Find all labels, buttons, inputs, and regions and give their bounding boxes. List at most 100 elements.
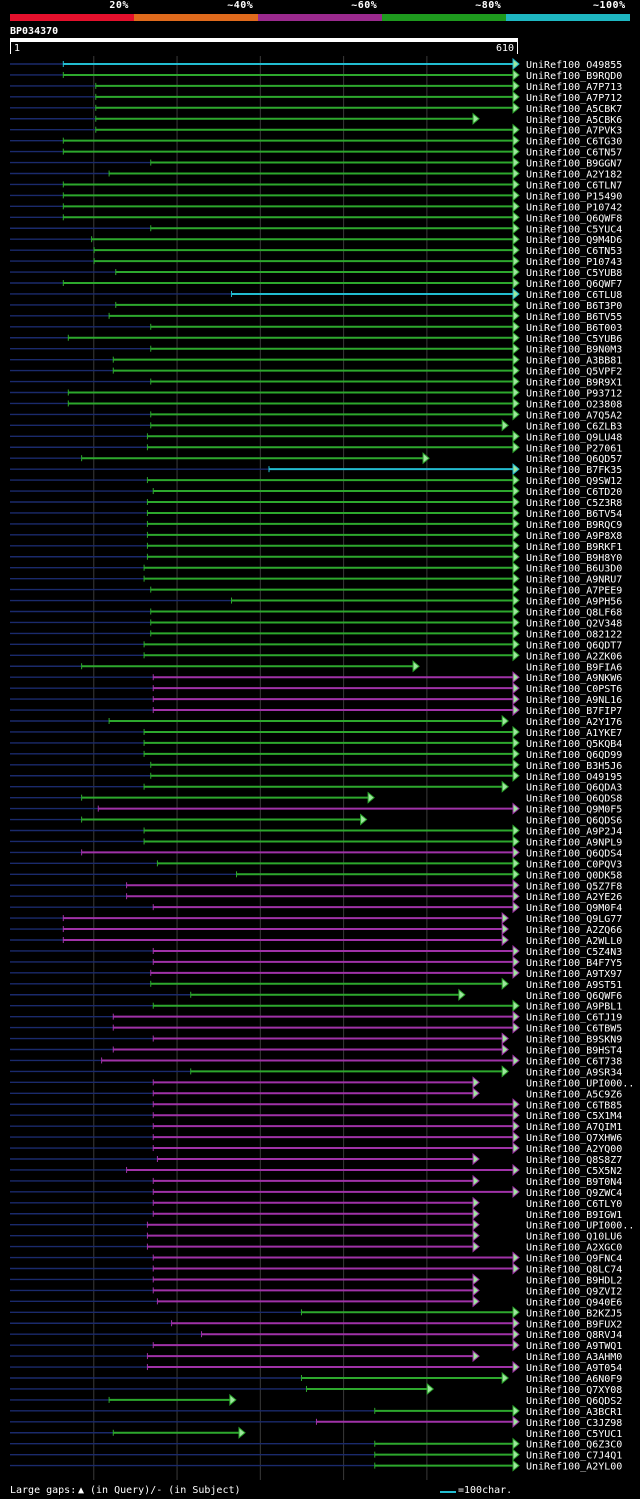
hit-label[interactable]: UniRef100_A5CBK6 [526,115,622,126]
hit-label[interactable]: UniRef100_C5YUB8 [526,268,622,279]
hit-row[interactable]: UniRef100_O82122 [10,627,622,640]
hit-label[interactable]: UniRef100_Q0DK58 [526,870,622,881]
hit-row[interactable]: UniRef100_A7Q5A2 [10,408,622,421]
hit-row[interactable]: UniRef100_A7P713 [10,79,622,93]
hit-label[interactable]: UniRef100_B9RQD0 [526,71,622,82]
hit-label[interactable]: UniRef100_A9P8X8 [526,531,622,542]
hit-row[interactable]: UniRef100_Q9LG77 [10,912,622,925]
hit-row[interactable]: UniRef100_A2Y176 [10,714,622,728]
hit-label[interactable]: UniRef100_P10743 [526,257,622,268]
hit-label[interactable]: UniRef100_O49195 [526,772,622,783]
hit-row[interactable]: UniRef100_C5X5N2 [10,1163,622,1177]
hit-row[interactable]: UniRef100_A5CBK6 [10,112,622,126]
hit-row[interactable]: UniRef100_B6T3P0 [10,298,622,312]
hit-row[interactable]: UniRef100_A3BCR1 [10,1404,622,1418]
hit-row[interactable]: UniRef100_Q7XY08 [10,1382,622,1396]
hit-row[interactable]: UniRef100_B9HDL2 [10,1273,622,1286]
hit-label[interactable]: UniRef100_P15490 [526,191,622,202]
hit-label[interactable]: UniRef100_Q9SW12 [526,476,622,487]
hit-label[interactable]: UniRef100_O82122 [526,629,622,640]
hit-label[interactable]: UniRef100_B6T003 [526,323,622,334]
hit-row[interactable]: UniRef100_C6T738 [10,1054,622,1067]
hit-label[interactable]: UniRef100_B6T3P0 [526,301,622,312]
hit-label[interactable]: UniRef100_C6TD20 [526,487,622,498]
hit-label[interactable]: UniRef100_A2ZQ66 [526,925,622,936]
hit-label[interactable]: UniRef100_Q7XHW6 [526,1133,622,1144]
hit-row[interactable]: UniRef100_B6TV55 [10,309,622,323]
hit-label[interactable]: UniRef100_UPI000.. [526,1078,634,1089]
hit-label[interactable]: UniRef100_A2XGC0 [526,1243,622,1254]
hit-label[interactable]: UniRef100_A7PVK3 [526,126,622,137]
hit-label[interactable]: UniRef100_C6TN57 [526,148,622,159]
hit-row[interactable]: UniRef100_Q9ZVI2 [10,1284,622,1297]
hit-label[interactable]: UniRef100_C5Z3R8 [526,498,622,509]
hit-row[interactable]: UniRef100_Q6QDS6 [10,813,622,827]
hit-row[interactable]: UniRef100_A5CBK7 [10,101,622,115]
hit-label[interactable]: UniRef100_A9PH56 [526,597,622,608]
hit-row[interactable]: UniRef100_A7PEE9 [10,583,622,597]
hit-row[interactable]: UniRef100_C6TLU8 [10,287,622,301]
hit-label[interactable]: UniRef100_Q5KQB4 [526,739,622,750]
hit-label[interactable]: UniRef100_Q5Z7F8 [526,881,622,892]
hit-label[interactable]: UniRef100_Q6QDT7 [526,640,622,651]
hit-row[interactable]: UniRef100_C5YUB8 [10,265,622,279]
hit-label[interactable]: UniRef100_B4F7Y5 [526,958,622,969]
hit-row[interactable]: UniRef100_B9HST4 [10,1043,622,1057]
hit-label[interactable]: UniRef100_Q5VPF2 [526,367,622,378]
hit-label[interactable]: UniRef100_Q6QD57 [526,454,622,465]
hit-row[interactable]: UniRef100_B4F7Y5 [10,955,622,969]
hit-row[interactable]: UniRef100_C7J4Q1 [10,1448,622,1462]
hit-row[interactable]: UniRef100_B9GGN7 [10,156,622,170]
hit-row[interactable]: UniRef100_Q6QD57 [10,452,622,465]
hit-row[interactable]: UniRef100_Q6QWF7 [10,276,622,290]
hit-label[interactable]: UniRef100_A9T054 [526,1363,622,1374]
hit-label[interactable]: UniRef100_B9N0M3 [526,345,622,356]
hit-label[interactable]: UniRef100_C6ZLB3 [526,421,622,432]
hit-row[interactable]: UniRef100_P10743 [10,255,622,268]
hit-row[interactable]: UniRef100_Q10LU6 [10,1229,622,1243]
hit-label[interactable]: UniRef100_Q8LF68 [526,608,622,619]
hit-row[interactable]: UniRef100_Q6QDS2 [10,1393,622,1407]
hit-row[interactable]: UniRef100_A7P712 [10,90,622,104]
hit-label[interactable]: UniRef100_B3H5J6 [526,761,622,772]
hit-label[interactable]: UniRef100_C6TG30 [526,137,622,148]
hit-row[interactable]: UniRef100_Q8LC74 [10,1262,622,1276]
hit-row[interactable]: UniRef100_C6TG30 [10,134,622,148]
hit-label[interactable]: UniRef100_C6TBW5 [526,1024,622,1035]
hit-row[interactable]: UniRef100_Q9SW12 [10,474,622,487]
hit-row[interactable]: UniRef100_B9N0M3 [10,342,622,356]
hit-label[interactable]: UniRef100_A7P712 [526,93,622,104]
hit-label[interactable]: UniRef100_P27061 [526,443,622,454]
hit-label[interactable]: UniRef100_A9NPL9 [526,837,622,848]
hit-row[interactable]: UniRef100_A2Y182 [10,167,622,181]
hit-row[interactable]: UniRef100_Q7XHW6 [10,1131,622,1144]
hit-row[interactable]: UniRef100_Q2V348 [10,616,622,629]
hit-row[interactable]: UniRef100_P93712 [10,386,622,400]
hit-row[interactable]: UniRef100_Q9M0F5 [10,802,622,816]
hit-label[interactable]: UniRef100_Q6QDA3 [526,783,622,794]
hit-row[interactable]: UniRef100_C6TLN7 [10,178,622,191]
hit-label[interactable]: UniRef100_B6TV55 [526,312,622,323]
hit-label[interactable]: UniRef100_P10742 [526,202,622,213]
hit-row[interactable]: UniRef100_A9SR34 [10,1065,622,1078]
hit-row[interactable]: UniRef100_A3AHM0 [10,1350,622,1363]
hit-row[interactable]: UniRef100_Q8RVJ4 [10,1328,622,1341]
hit-row[interactable]: UniRef100_C3JZ98 [10,1415,622,1429]
hit-row[interactable]: UniRef100_A9PH56 [10,594,622,608]
hit-label[interactable]: UniRef100_Q6QDS4 [526,848,622,859]
hit-row[interactable]: UniRef100_A2YE26 [10,890,622,903]
hit-label[interactable]: UniRef100_A1YKE7 [526,728,622,739]
hit-row[interactable]: UniRef100_Q6QWF8 [10,211,622,224]
hit-row[interactable]: UniRef100_C5YUC1 [10,1426,622,1440]
hit-row[interactable]: UniRef100_C6TBW5 [10,1021,622,1035]
hit-row[interactable]: UniRef100_O49195 [10,769,622,783]
hit-row[interactable]: UniRef100_P15490 [10,189,622,202]
hit-label[interactable]: UniRef100_A2YE26 [526,892,622,903]
hit-label[interactable]: UniRef100_A9SR34 [526,1067,622,1078]
hit-row[interactable]: UniRef100_Q5Z7F8 [10,879,622,892]
hit-label[interactable]: UniRef100_C5X1M4 [526,1111,622,1122]
hit-label[interactable]: UniRef100_C7J4Q1 [526,1451,622,1462]
hit-row[interactable]: UniRef100_C5Z3R8 [10,495,622,509]
hit-label[interactable]: UniRef100_A5C9Z6 [526,1089,622,1100]
hit-row[interactable]: UniRef100_A9P8X8 [10,528,622,542]
